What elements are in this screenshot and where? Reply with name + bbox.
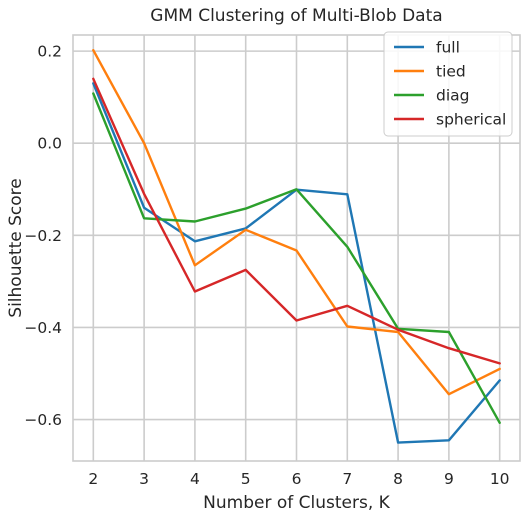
plot-frame [72,34,521,462]
series-lines [92,49,501,444]
series-line-spherical [92,77,501,365]
y-tick-label: −0.6 [24,411,62,429]
y-tick-label: −0.2 [24,227,62,245]
legend-label-tied: tied [436,63,466,81]
x-tick-label: 9 [444,470,454,488]
y-tick-label: 0.0 [37,135,62,153]
y-tick-label: −0.4 [24,319,62,337]
legend-label-spherical: spherical [436,111,506,129]
legend-box [383,31,513,137]
x-tick-label: 8 [393,470,403,488]
x-tick-label: 3 [139,470,149,488]
x-tick-label: 7 [342,470,352,488]
x-tick-label: 4 [190,470,200,488]
x-tick-label: 5 [241,470,251,488]
y-tick-label: 0.2 [37,43,62,61]
x-tick-label: 6 [292,470,302,488]
x-axis-label: Number of Clusters, K [203,493,390,513]
series-line-diag [92,92,501,424]
series-line-tied [92,49,501,396]
x-tick-label: 2 [88,470,98,488]
chart-title: GMM Clustering of Multi-Blob Data [150,6,442,26]
legend-label-full: full [436,39,460,57]
x-tick-label: 10 [490,470,510,488]
y-axis-label: Silhouette Score [6,178,26,317]
legend-label-diag: diag [436,87,469,105]
tick-labels: 2 3 4 5 6 7 8 9 10 0.2 0.0 −0.2 −0.4 −0.6 [24,43,509,488]
legend: full tied diag spherical [383,31,513,137]
